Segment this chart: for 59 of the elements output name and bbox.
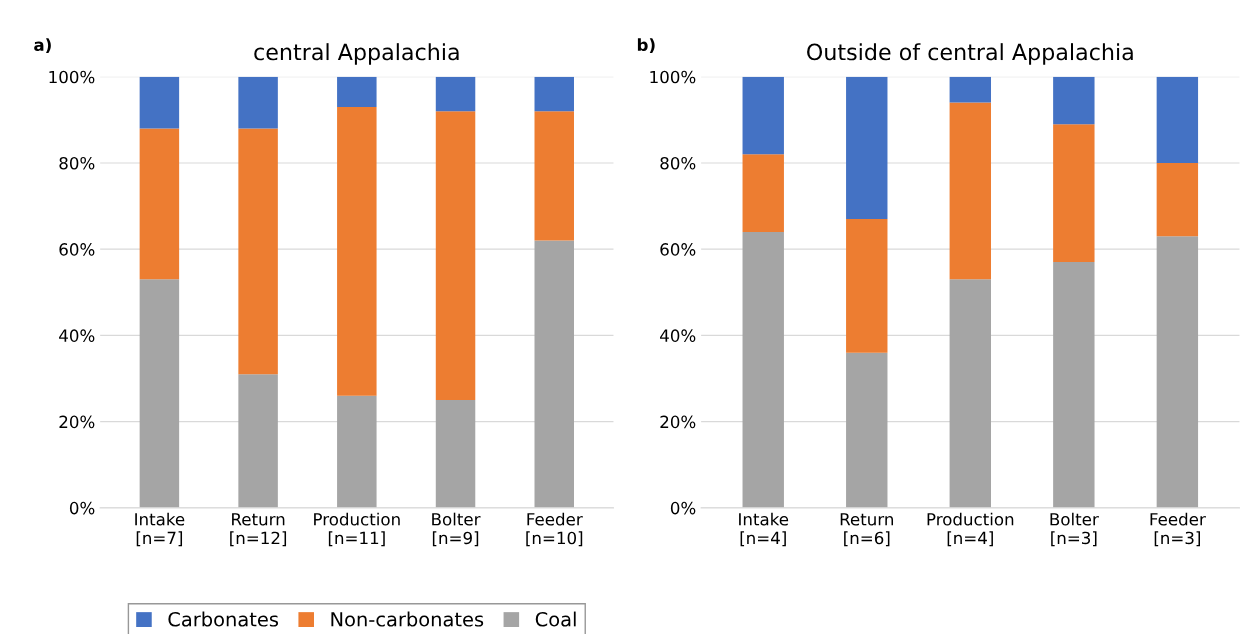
bar xyxy=(534,111,574,241)
x-tick-label: Feeder [n=3] xyxy=(1150,512,1206,547)
x-tick-label: Feeder [n=10] xyxy=(526,512,583,547)
x-tick-label: Return [n=12] xyxy=(230,513,287,547)
x-tick-label: Bolter [n=9] xyxy=(432,512,481,547)
y-tick-label: 100% xyxy=(49,70,95,84)
bar xyxy=(534,240,574,508)
bar xyxy=(1053,262,1095,508)
bar xyxy=(742,154,784,232)
y-tick-label: 0% xyxy=(670,501,696,515)
bar xyxy=(1156,236,1199,508)
y-tick-label: 20% xyxy=(59,415,95,429)
bar xyxy=(337,76,377,107)
y-tick-label: 40% xyxy=(660,329,696,342)
bar xyxy=(337,106,377,396)
bar xyxy=(846,352,888,508)
text: a) xyxy=(34,38,51,54)
x-tick-label: Intake [n=4] xyxy=(739,512,789,547)
y-tick-label: 60% xyxy=(59,243,95,256)
bar xyxy=(435,76,476,112)
bar xyxy=(435,400,476,508)
x-tick-label: Production [n=4] xyxy=(927,512,1014,547)
bar xyxy=(139,128,180,280)
y-tick-label: 40% xyxy=(59,329,95,342)
bar xyxy=(337,395,377,508)
bar xyxy=(238,128,278,375)
x-tick-label: Return [n=6] xyxy=(840,513,894,547)
bar xyxy=(949,102,992,280)
y-tick-label: 100% xyxy=(650,70,696,84)
chart-title: central Appalachia xyxy=(254,43,459,65)
y-tick-label: 0% xyxy=(69,501,95,515)
y-tick-label: 80% xyxy=(59,156,95,170)
bar xyxy=(238,374,278,508)
bar xyxy=(949,76,992,103)
y-tick-label: 20% xyxy=(660,415,696,429)
bar xyxy=(949,279,992,508)
x-tick-label: Bolter [n=3] xyxy=(1050,512,1099,547)
bar xyxy=(1053,76,1095,125)
x-tick-label: Intake [n=7] xyxy=(135,512,185,547)
bar xyxy=(139,76,180,129)
bar xyxy=(742,76,784,155)
text: b) xyxy=(637,38,655,54)
legend-label: Non-carbonates xyxy=(331,611,484,627)
legend-label: Coal xyxy=(535,611,576,627)
bar xyxy=(846,76,888,219)
bar xyxy=(1053,124,1095,263)
chart-title: Outside of central Appalachia xyxy=(807,43,1133,65)
legend-label: Carbonates xyxy=(168,611,279,627)
bar xyxy=(139,279,180,508)
bar xyxy=(1156,76,1199,163)
bar xyxy=(846,218,888,353)
x-tick-label: Production [n=11] xyxy=(314,512,400,547)
bar xyxy=(742,231,784,508)
y-tick-label: 60% xyxy=(660,243,696,256)
y-tick-label: 80% xyxy=(660,156,696,170)
bar xyxy=(534,76,574,112)
bar xyxy=(435,111,476,401)
bar xyxy=(1156,162,1199,237)
bar xyxy=(238,76,278,129)
